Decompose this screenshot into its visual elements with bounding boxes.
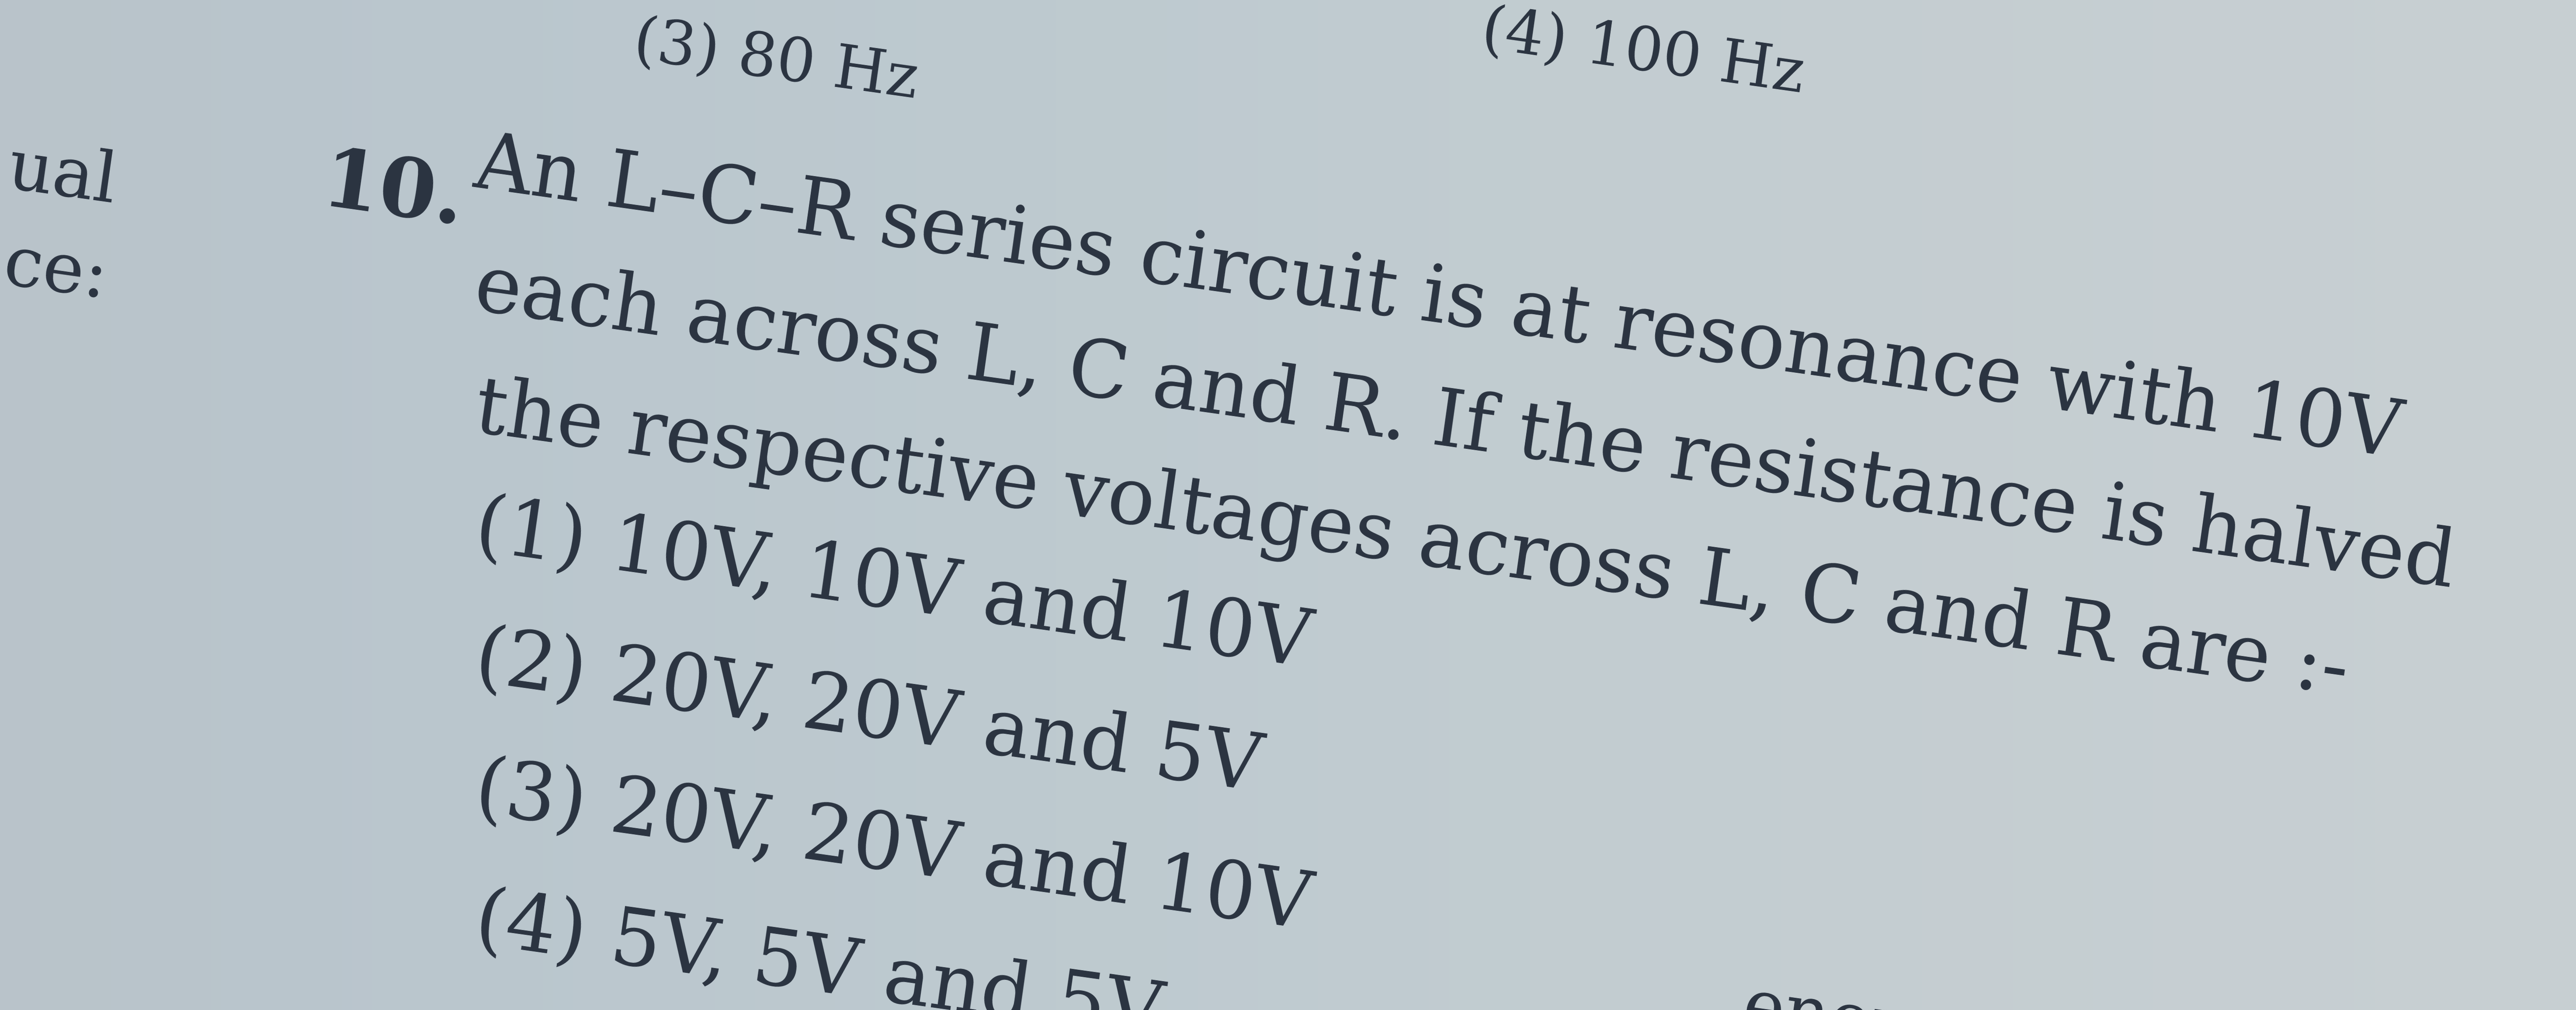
- Text: (2) 20V, 20V and 5V: (2) 20V, 20V and 5V: [469, 620, 1267, 807]
- Text: ce:: ce:: [0, 231, 111, 313]
- Text: (4) 100 Hz: (4) 100 Hz: [1479, 2, 1808, 105]
- Text: ual: ual: [3, 135, 121, 217]
- Text: (4) 5V, 5V and 5V: (4) 5V, 5V and 5V: [469, 883, 1167, 1010]
- Text: (3) 80 Hz: (3) 80 Hz: [631, 13, 922, 111]
- Text: (1) 10V, 10V and 10V: (1) 10V, 10V and 10V: [469, 490, 1316, 683]
- Text: 10.: 10.: [317, 144, 469, 242]
- Text: An L–C–R series circuit is at resonance with 10V: An L–C–R series circuit is at resonance …: [469, 126, 2406, 474]
- Text: energy density: energy density: [1739, 975, 2267, 1010]
- Text: (3) 20V, 20V and 10V: (3) 20V, 20V and 10V: [469, 751, 1316, 945]
- Text: each across L, C and R. If the resistance is halved: each across L, C and R. If the resistanc…: [469, 249, 2460, 603]
- Text: the respective voltages across L, C and R are :-: the respective voltages across L, C and …: [469, 372, 2354, 712]
